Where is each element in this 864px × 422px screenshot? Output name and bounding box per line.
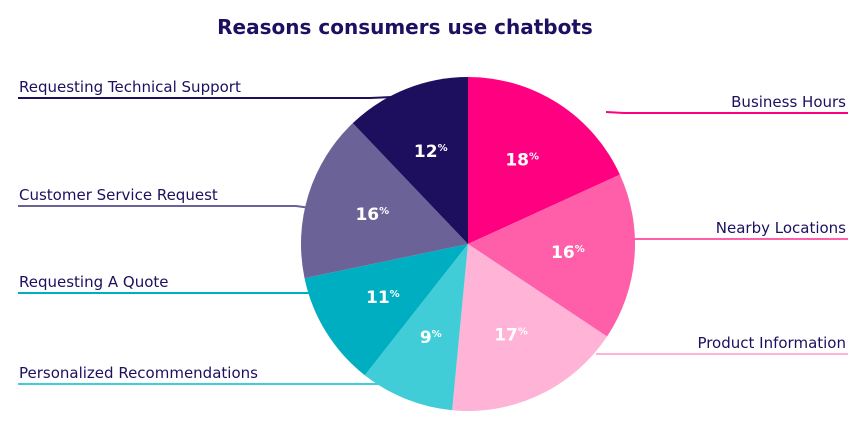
legend: Business Hours Nearby Locations Product In… bbox=[19, 78, 846, 382]
slice-personalized-recommendations bbox=[364, 244, 468, 411]
slice-product-information bbox=[452, 244, 608, 411]
slice-customer-service-request bbox=[301, 123, 468, 279]
legend-entry: Business Hours bbox=[731, 93, 846, 111]
slice-requesting-a-quote bbox=[304, 244, 468, 376]
leader-line bbox=[18, 382, 407, 385]
slice-value-label: 9% bbox=[420, 328, 442, 348]
pie-slices bbox=[301, 77, 635, 411]
legend-entry: Product Information bbox=[697, 334, 846, 352]
legend-entry: Requesting Technical Support bbox=[19, 78, 241, 96]
chart-title: Reasons consumers use chatbots bbox=[217, 15, 593, 39]
leader-line bbox=[18, 96, 393, 99]
leader-line bbox=[605, 111, 848, 114]
slice-business-hours bbox=[468, 77, 620, 244]
slice-value-label: 18% bbox=[505, 151, 539, 171]
legend-leader-lines bbox=[18, 96, 848, 385]
slice-value-label: 17% bbox=[494, 325, 528, 345]
leader-line bbox=[18, 205, 319, 210]
slice-value-labels: 18% 16% 17% 9% 11% 16% 12% bbox=[355, 142, 584, 348]
legend-entry: Personalized Recommendations bbox=[19, 364, 258, 382]
slice-value-label: 11% bbox=[366, 288, 400, 308]
slice-value-label: 12% bbox=[414, 142, 448, 162]
legend-entry: Nearby Locations bbox=[716, 219, 846, 237]
slice-nearby-locations bbox=[468, 174, 635, 337]
legend-entry: Requesting A Quote bbox=[19, 273, 169, 291]
slice-value-label: 16% bbox=[355, 205, 389, 225]
slice-requesting-technical-support bbox=[352, 77, 468, 244]
legend-entry: Customer Service Request bbox=[19, 186, 218, 204]
slice-value-label: 16% bbox=[551, 243, 585, 263]
